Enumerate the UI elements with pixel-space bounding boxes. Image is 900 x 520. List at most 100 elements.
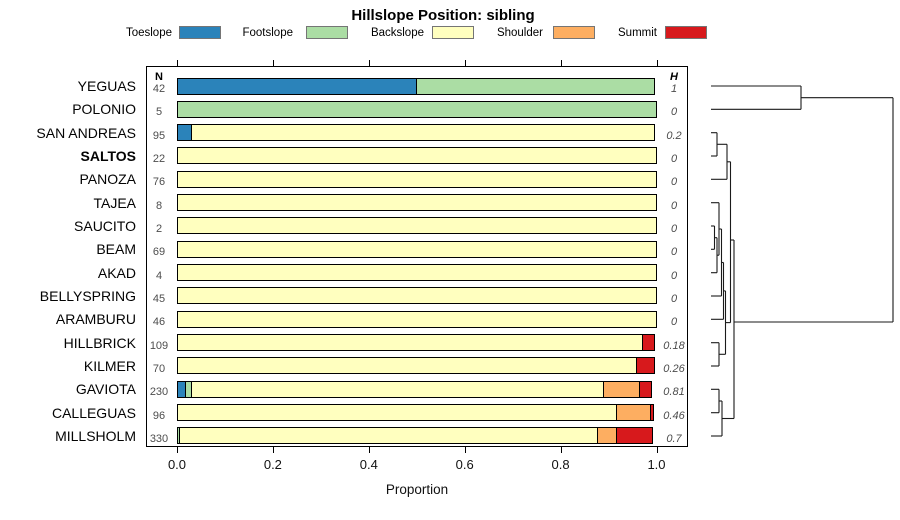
bar-segment-backslope <box>177 264 657 282</box>
n-value: 45 <box>152 292 166 305</box>
h-value: 0.7 <box>666 432 682 445</box>
stacked-bar <box>177 264 657 282</box>
n-value: 22 <box>152 152 166 165</box>
x-axis-title: Proportion <box>385 482 449 497</box>
n-value: 46 <box>152 316 166 329</box>
stacked-bar <box>177 287 657 305</box>
stacked-bar <box>177 427 653 445</box>
stacked-bar <box>177 170 657 188</box>
series-label: AKAD <box>97 264 136 281</box>
n-value: 4 <box>155 269 163 282</box>
bar-segment-summit <box>615 427 653 445</box>
series-label: GAVIOTA <box>75 381 136 398</box>
stacked-bar <box>177 357 656 375</box>
x-tick-bottom <box>656 447 658 453</box>
h-value: 0 <box>670 222 678 235</box>
h-value: 0 <box>670 152 678 165</box>
bar-segment-backslope <box>178 427 599 445</box>
bar-segment-summit <box>641 334 656 352</box>
h-value: 0.18 <box>663 339 685 352</box>
n-value: 109 <box>149 339 169 352</box>
series-label: BELLYSPRING <box>39 287 136 304</box>
series-label: KILMER <box>83 357 136 374</box>
n-value: 42 <box>152 83 166 95</box>
bar-segment-summit <box>635 357 656 375</box>
x-tick-label: 0.8 <box>551 457 570 472</box>
h-value: 0 <box>670 246 678 259</box>
x-tick-top <box>560 60 562 66</box>
bar-segment-backslope <box>177 404 618 422</box>
bar-segment-shoulder <box>603 380 640 398</box>
series-label: SAN ANDREAS <box>36 124 136 141</box>
x-tick-bottom <box>177 447 179 453</box>
x-tick-label: 0.4 <box>359 457 378 472</box>
bar-segment-backslope <box>177 170 657 188</box>
bar-segment-footslope <box>177 100 657 118</box>
series-label: CALLEGUAS <box>51 404 136 421</box>
h-value: 0 <box>670 176 678 189</box>
x-tick-label: 0.2 <box>263 457 282 472</box>
h-value: 0 <box>670 199 678 212</box>
bar-segment-shoulder <box>597 427 617 445</box>
legend-swatch-footslope <box>306 26 348 39</box>
stacked-bar <box>177 100 657 118</box>
bar-segment-backslope <box>177 357 637 375</box>
x-tick-bottom <box>464 447 466 453</box>
stacked-bar <box>177 147 657 165</box>
bar-segment-toeslope <box>177 77 417 95</box>
bar-segment-footslope <box>415 77 656 95</box>
legend-swatch-backslope <box>432 26 474 39</box>
legend-swatch-toeslope <box>179 26 221 39</box>
x-tick-bottom <box>368 447 370 453</box>
bar-segment-backslope <box>177 334 644 352</box>
stacked-bar <box>177 334 656 352</box>
h-value: 1 <box>670 83 678 95</box>
series-label: BEAM <box>96 241 136 258</box>
h-value: 0 <box>670 292 678 305</box>
stacked-bar <box>177 124 656 142</box>
series-label: SALTOS <box>80 147 137 164</box>
bar-segment-backslope <box>177 217 657 235</box>
n-value: 95 <box>152 129 166 142</box>
legend-swatch-shoulder <box>553 26 595 39</box>
h-column-header: H <box>670 71 678 83</box>
chart-title: Hillslope Position: sibling <box>351 7 535 24</box>
series-label: POLONIO <box>72 101 136 118</box>
n-value: 230 <box>149 386 169 399</box>
x-tick-label: 1.0 <box>647 457 666 472</box>
h-value: 0 <box>670 316 678 329</box>
legend-swatch-summit <box>665 26 707 39</box>
stacked-bar <box>177 194 657 212</box>
x-tick-bottom <box>272 447 275 453</box>
stacked-bar <box>177 404 655 422</box>
x-tick-top <box>464 60 466 66</box>
bar-segment-backslope <box>190 380 605 398</box>
series-label: PANOZA <box>79 171 136 188</box>
stacked-bar <box>177 380 652 398</box>
n-value: 2 <box>155 222 163 235</box>
plot-box <box>146 66 688 447</box>
stacked-bar <box>177 310 657 328</box>
n-value: 69 <box>152 246 166 259</box>
h-value: 0 <box>670 106 678 119</box>
legend-label-summit: Summit <box>618 27 657 39</box>
legend-label-toeslope: Toeslope <box>125 27 172 39</box>
series-label: ARAMBURU <box>55 311 136 328</box>
bar-segment-toeslope <box>177 124 192 142</box>
bar-segment-backslope <box>190 124 656 142</box>
series-label: MILLSHOLM <box>55 427 136 444</box>
x-tick-label: 0.6 <box>455 457 474 472</box>
bar-segment-backslope <box>177 194 657 212</box>
bar-segment-backslope <box>177 240 657 258</box>
legend-label-backslope: Backslope <box>370 27 424 39</box>
stacked-bar <box>177 77 656 95</box>
bar-segment-shoulder <box>616 404 652 422</box>
legend-label-footslope: Footslope <box>242 27 293 39</box>
x-tick-top <box>368 60 370 66</box>
n-value: 330 <box>149 432 169 445</box>
n-value: 76 <box>152 176 166 189</box>
bar-segment-summit <box>638 380 652 398</box>
n-column-header: N <box>155 71 163 83</box>
x-tick-label: 0.0 <box>167 457 187 472</box>
